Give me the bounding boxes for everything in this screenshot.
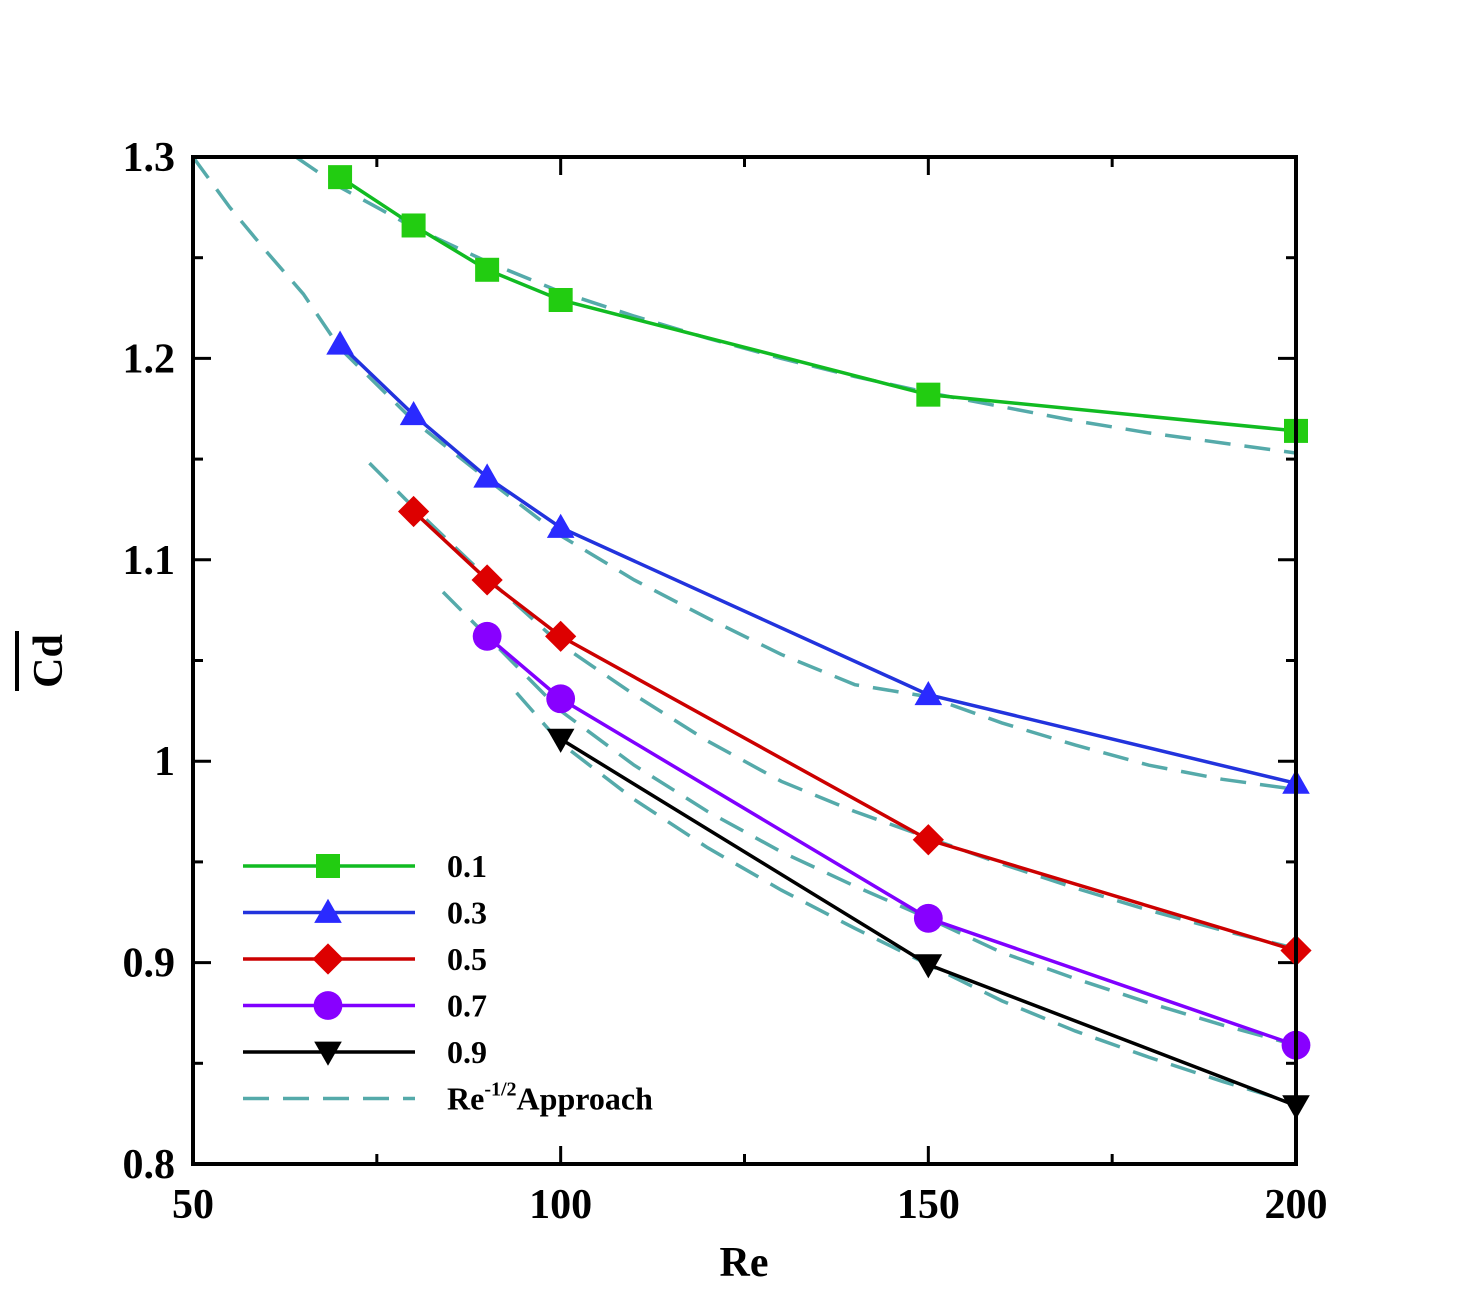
y-tick-label: 0.8	[123, 1142, 176, 1188]
data-point-0.9	[914, 954, 943, 979]
legend-marker-0.7	[313, 991, 343, 1020]
y-tick-label: 1	[154, 739, 175, 785]
x-tick-label: 150	[897, 1182, 960, 1228]
data-point-0.3	[914, 680, 943, 706]
legend-label-fit: Re-1/2Approach	[447, 1079, 653, 1117]
legend-label-fit-base: Re	[447, 1081, 484, 1117]
fit-curve-0.3	[193, 157, 1296, 792]
data-point-0.3	[326, 330, 354, 355]
x-tick-label: 50	[172, 1182, 214, 1228]
y-tick-label: 0.9	[123, 941, 176, 987]
data-point-0.5	[398, 495, 430, 528]
legend-label-fit-exponent: -1/2	[484, 1079, 516, 1101]
plot-frame	[191, 155, 1298, 1166]
data-point-0.5	[471, 564, 503, 596]
data-point-0.7	[546, 684, 576, 714]
y-tick-label: 1.3	[123, 135, 176, 181]
data-point-0.7	[472, 621, 502, 651]
x-tick-label: 200	[1265, 1182, 1328, 1228]
legend-label-0.5: 0.5	[447, 941, 487, 977]
data-point-0.1	[401, 213, 426, 238]
series-line-0.1	[339, 175, 1297, 433]
legend-marker-0.5	[312, 943, 344, 975]
legend-marker-0.3	[314, 898, 342, 923]
data-point-0.5	[545, 620, 577, 652]
tick-labels: 50 100 150 200 0.8 0.9 1 1.1 1.2 1.3	[123, 135, 1328, 1228]
y-axis-title-group: Cd	[15, 631, 72, 691]
data-point-0.1	[548, 287, 573, 312]
legend-label-0.7: 0.7	[447, 988, 487, 1024]
series-line-0.3	[338, 343, 1297, 786]
data-point-0.1	[328, 165, 353, 190]
legend-label-0.1: 0.1	[447, 848, 487, 884]
legend: 0.1 0.3 0.5 0.7 0.9 Re-1/2Approach	[243, 848, 653, 1117]
legend-marker-0.9	[314, 1041, 342, 1066]
series-line-0.7	[486, 634, 1297, 1047]
data-point-0.1	[916, 382, 941, 407]
data-point-0.1	[475, 257, 500, 282]
legend-label-0.9: 0.9	[447, 1034, 487, 1070]
legend-label-fit-rest: Approach	[517, 1081, 654, 1117]
y-tick-label: 1.1	[123, 538, 176, 584]
data-point-0.5	[912, 824, 944, 856]
x-tick-label: 100	[529, 1182, 592, 1228]
fit-curve-0.9	[515, 691, 1296, 1106]
data-point-0.3	[473, 463, 501, 488]
legend-label-0.3: 0.3	[447, 895, 487, 931]
x-axis-title: Re	[720, 1240, 769, 1286]
data-point-0.9	[546, 728, 575, 753]
data-point-0.3	[399, 400, 428, 426]
y-tick-label: 1.2	[123, 336, 176, 382]
data-point-0.7	[913, 903, 943, 933]
data-point-0.3	[546, 513, 575, 538]
legend-marker-0.1	[316, 854, 340, 878]
y-axis-title: Cd	[26, 634, 72, 688]
